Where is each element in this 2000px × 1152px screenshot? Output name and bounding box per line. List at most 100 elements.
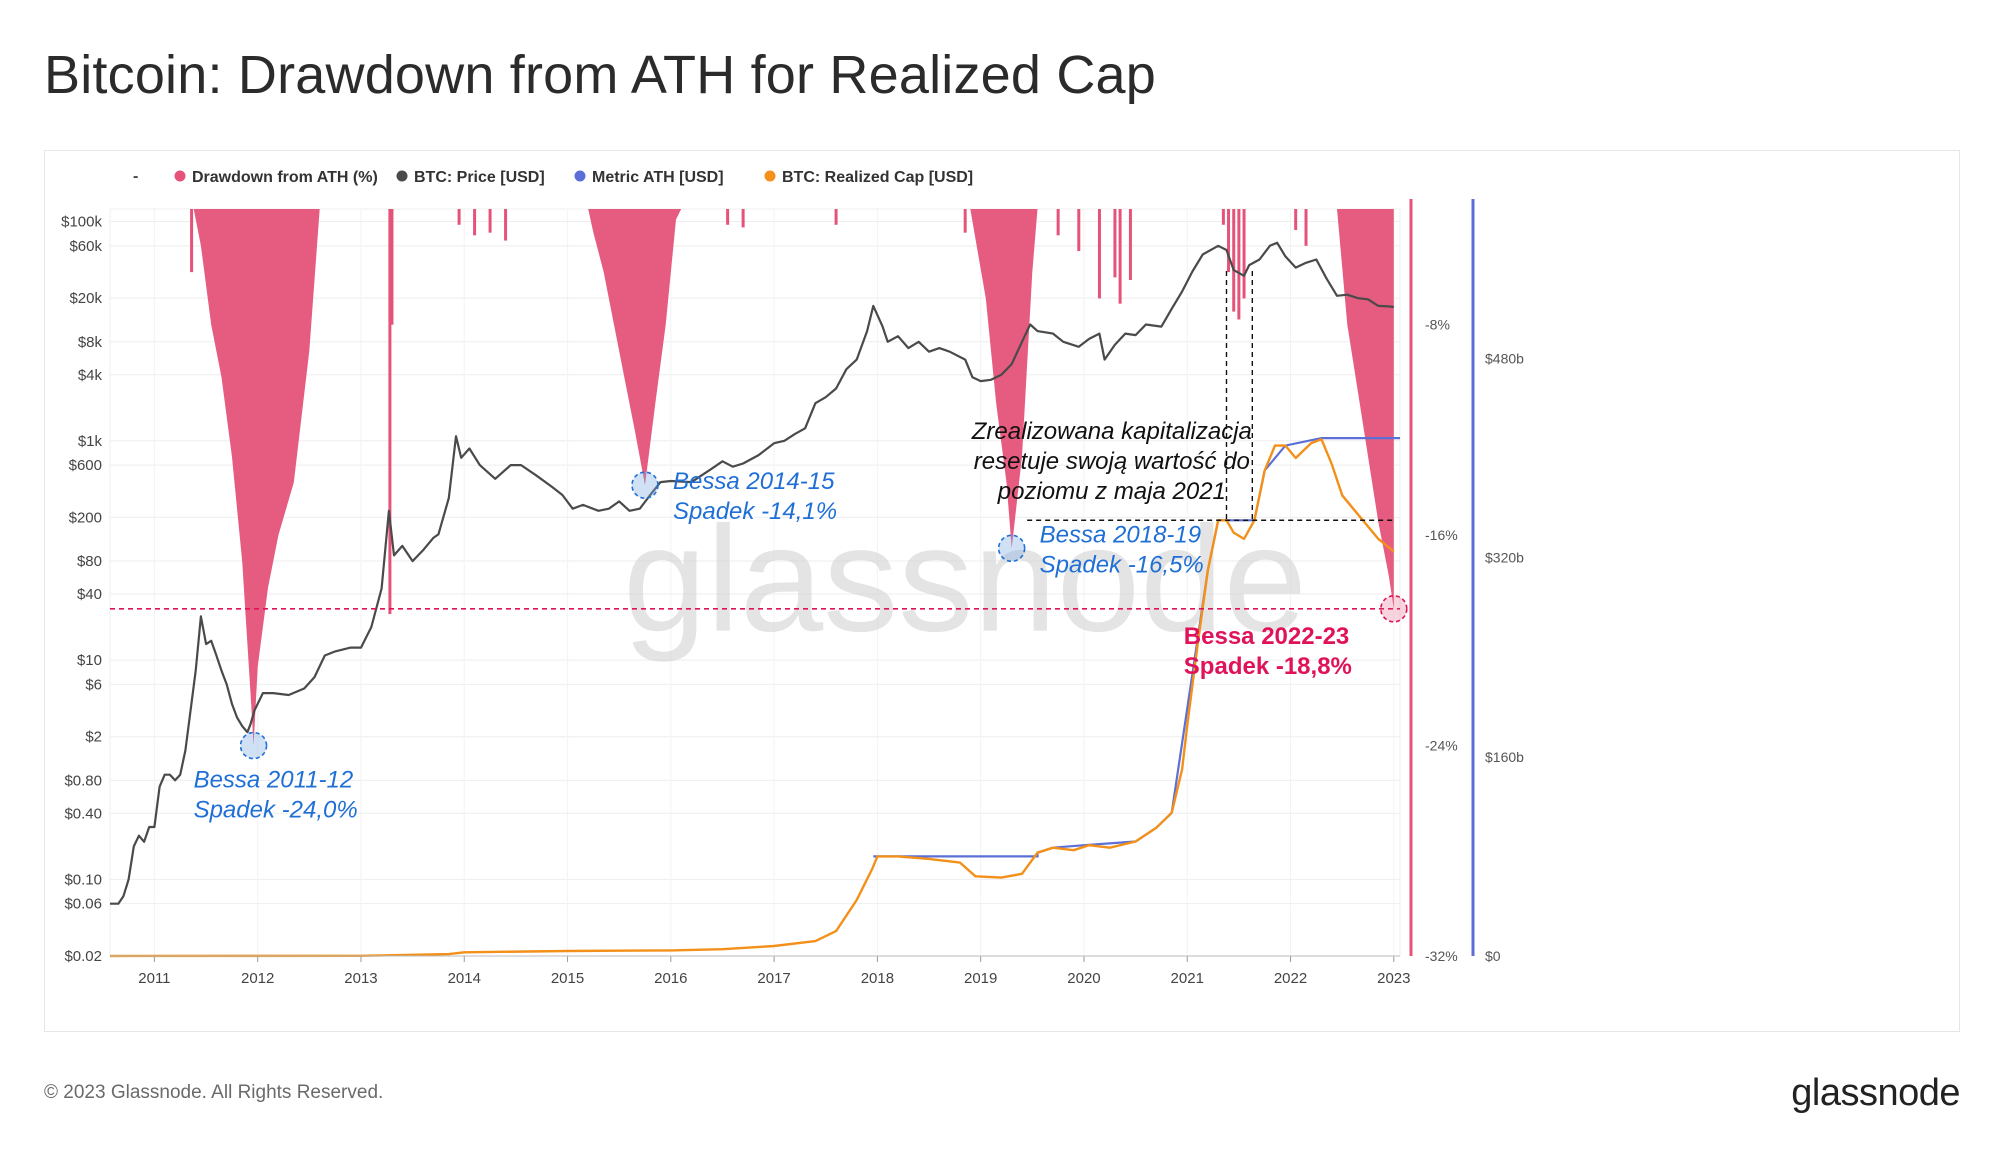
- y-tick-label: $0.40: [64, 805, 102, 822]
- drawdown-spike: [504, 209, 508, 241]
- drawdown-fill: [970, 209, 1038, 549]
- series-lines: [109, 241, 1400, 958]
- y-tick-label: $6: [85, 676, 102, 693]
- x-tick-label: 2021: [1171, 970, 1204, 987]
- x-tick-label: 2013: [344, 970, 377, 987]
- y-tick-label: $200: [69, 509, 102, 526]
- y-tick-label: $1k: [78, 433, 103, 450]
- realized-cap-tick-label: $320b: [1485, 550, 1524, 566]
- realized-cap-tick-label: $0: [1485, 948, 1501, 964]
- annotation-marker: [1380, 595, 1408, 623]
- drawdown-spike: [388, 209, 392, 615]
- drawdown-spike: [1227, 209, 1231, 273]
- drawdown-spike: [1113, 209, 1117, 278]
- drawdown-spike: [1056, 209, 1060, 236]
- drawdown-spike: [741, 209, 745, 228]
- annotation-marker: [997, 534, 1026, 563]
- x-tick-label: 2022: [1274, 970, 1307, 987]
- drawdown-tick-label: -8%: [1425, 317, 1450, 333]
- annotation-text: Spadek -18,8%: [1184, 653, 1352, 680]
- annotation-text: Spadek -14,1%: [673, 498, 837, 525]
- drawdown-spike: [1221, 209, 1225, 225]
- drawdown-spike: [1294, 209, 1298, 231]
- watermark-text: glassnode: [623, 495, 1307, 663]
- annotation-text: Bessa 2018-19: [1040, 521, 1201, 548]
- y-tick-label: $0.02: [64, 948, 102, 965]
- drawdown-tick-label: -32%: [1425, 948, 1458, 964]
- realized-cap-tick-label: $160b: [1485, 749, 1524, 765]
- page-title: Bitcoin: Drawdown from ATH for Realized …: [44, 45, 1157, 105]
- legend-marker: [396, 170, 408, 182]
- legend-marker: [574, 170, 586, 182]
- axes: $100k $60k $20k $8k $4k $1k $600 $200 $80 $40 $10 $…: [61, 199, 1524, 987]
- y-tick-label: $100k: [61, 213, 102, 230]
- drawdown-spike: [1077, 209, 1081, 252]
- reset-annotation-text: Zrealizowana kapitalizacja: [971, 418, 1252, 445]
- legend: - Drawdown from ATH (%) BTC: Price [USD] Me…: [133, 168, 973, 186]
- x-tick-label: 2017: [757, 970, 790, 987]
- drawdown-spike: [1097, 209, 1101, 299]
- chart-svg: - Drawdown from ATH (%) BTC: Price [USD] Me…: [61, 168, 1524, 987]
- legend-label: BTC: Price [USD]: [414, 169, 545, 186]
- x-tick-label: 2012: [241, 970, 274, 987]
- y-tick-label: $60k: [69, 238, 102, 255]
- drawdown-spike: [1304, 209, 1308, 246]
- drawdown-spike: [473, 209, 477, 236]
- grid: [109, 208, 1401, 957]
- annotation-text: Bessa 2022-23: [1184, 623, 1349, 650]
- x-tick-label: 2019: [964, 970, 997, 987]
- drawdown-spike: [1128, 209, 1132, 281]
- y-tick-label: $4k: [78, 367, 103, 384]
- drawdown-fill: [193, 209, 320, 746]
- annotation-text: Spadek -16,5%: [1040, 551, 1204, 578]
- y-tick-label: $2: [85, 729, 102, 746]
- y-tick-label: $0.10: [64, 871, 102, 888]
- drawdown-spike: [834, 209, 838, 225]
- annotation-text: Bessa 2011-12: [194, 767, 354, 794]
- annotation-marker: [631, 471, 659, 499]
- reset-annotation-text: resetuje swoją wartość do: [974, 448, 1250, 475]
- y-tick-label: $0.80: [64, 772, 102, 789]
- drawdown-tick-label: -24%: [1425, 738, 1458, 754]
- drawdown-spike: [190, 209, 194, 273]
- realized-cap-tick-label: $480b: [1485, 350, 1524, 366]
- plot-area: [109, 208, 1401, 957]
- y-tick-label: $80: [77, 553, 102, 570]
- annotation-text: Spadek -24,0%: [194, 797, 358, 824]
- price-line: [110, 241, 1394, 905]
- drawdown-area: [190, 209, 1394, 746]
- y-tick-label: $8k: [78, 334, 103, 351]
- y-tick-label: $600: [69, 457, 102, 474]
- legend-label: Metric ATH [USD]: [592, 169, 724, 186]
- footer-copyright: © 2023 Glassnode. All Rights Reserved.: [44, 1082, 384, 1103]
- legend-label: Drawdown from ATH (%): [192, 169, 378, 186]
- legend-dash: -: [133, 168, 138, 185]
- y-tick-label: $20k: [69, 290, 102, 307]
- reset-annotation-text: poziomu z maja 2021: [997, 478, 1226, 505]
- x-tick-label: 2015: [551, 970, 584, 987]
- x-tick-label: 2020: [1067, 970, 1100, 987]
- y-tick-label: $0.06: [64, 896, 102, 913]
- drawdown-spike: [390, 209, 394, 325]
- legend-marker: [764, 170, 776, 182]
- annotation-marker: [239, 731, 268, 760]
- x-tick-label: 2016: [654, 970, 687, 987]
- drawdown-fill: [1337, 209, 1394, 609]
- drawdown-spike: [1118, 209, 1122, 304]
- annotations: Bessa 2011-12 Spadek -24,0% Bessa 2014-15 S…: [110, 271, 1408, 824]
- annotation-text: Bessa 2014-15: [673, 468, 835, 495]
- drawdown-spike: [726, 209, 730, 225]
- drawdown-spike: [1237, 209, 1241, 320]
- realized-cap-line: [109, 438, 1395, 958]
- drawdown-spike: [488, 209, 492, 233]
- drawdown-spike: [1242, 209, 1246, 299]
- y-tick-label: $10: [77, 652, 102, 669]
- legend-marker: [174, 170, 186, 182]
- legend-label: BTC: Realized Cap [USD]: [782, 169, 973, 186]
- drawdown-fill: [588, 209, 682, 486]
- x-tick-label: 2014: [448, 970, 481, 987]
- drawdown-spike: [963, 209, 967, 233]
- x-tick-label: 2011: [138, 970, 170, 987]
- chart-frame: - Drawdown from ATH (%) BTC: Price [USD] Me…: [44, 150, 1960, 1032]
- x-tick-label: 2023: [1377, 970, 1410, 987]
